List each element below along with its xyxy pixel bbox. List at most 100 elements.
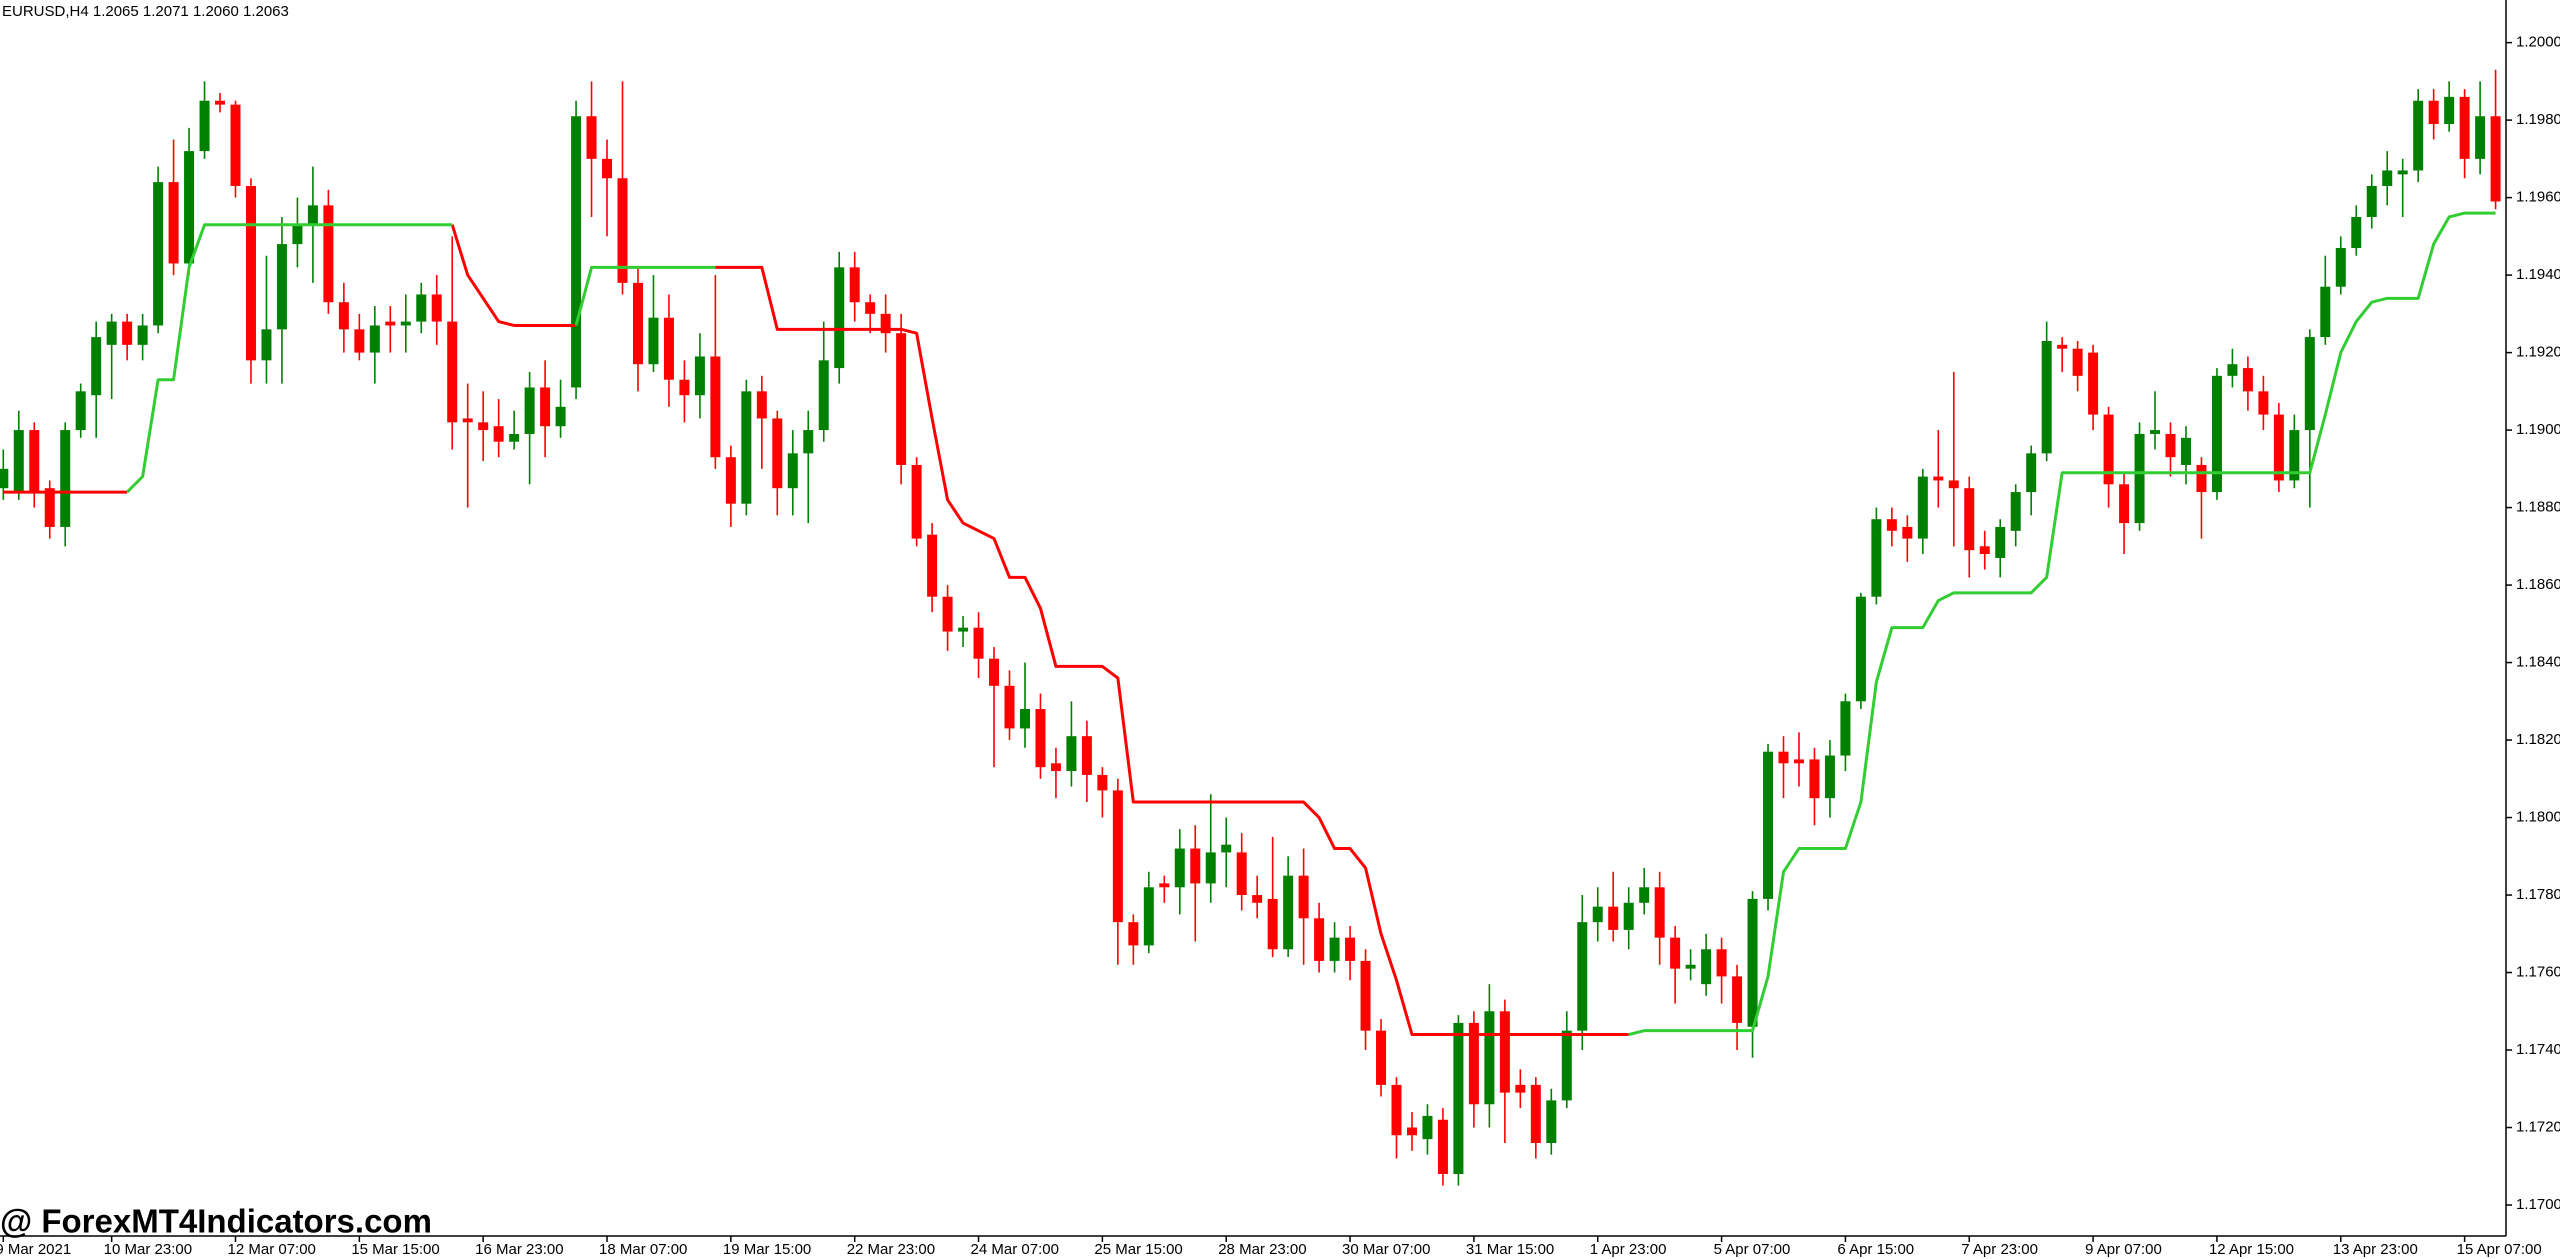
candle-body <box>1577 922 1588 1031</box>
candle-body <box>2273 414 2284 481</box>
candle-body <box>369 325 380 353</box>
candle-body <box>663 317 674 380</box>
candle-body <box>2397 170 2408 175</box>
x-tick-label: 9 Apr 07:00 <box>2085 1241 2162 1258</box>
candle-body <box>632 282 643 365</box>
candle-body <box>431 294 442 322</box>
y-tick-label: 1.1960 <box>2516 189 2560 206</box>
candle-body <box>1081 736 1092 775</box>
watermark: @ ForexMT4Indicators.com <box>0 1203 432 1240</box>
candle-body <box>400 321 411 326</box>
candle-body <box>75 391 86 431</box>
candle-body <box>2103 414 2114 485</box>
candle-body <box>2196 464 2207 493</box>
candle-body <box>927 534 938 597</box>
candle-body <box>694 356 705 396</box>
y-tick-label: 1.1840 <box>2516 654 2560 671</box>
candle-body <box>617 178 628 283</box>
trend-line <box>574 265 716 326</box>
x-tick-label: 10 Mar 23:00 <box>104 1241 192 1258</box>
candle-body <box>2289 430 2300 481</box>
candle-body <box>1004 685 1015 729</box>
candle-body <box>710 356 721 458</box>
x-tick-label: 9 Mar 2021 <box>0 1241 71 1258</box>
candle-body <box>2490 116 2501 202</box>
candle-body <box>1515 1084 1526 1093</box>
candle-body <box>1793 759 1804 764</box>
candle-body <box>942 596 953 632</box>
candle-body <box>245 185 256 361</box>
candle-body <box>1205 852 1216 884</box>
candle-body <box>818 360 829 431</box>
candle-body <box>2351 216 2362 248</box>
candle-body <box>1019 709 1030 729</box>
y-tick-label: 1.1940 <box>2516 266 2560 283</box>
candle-body <box>292 224 303 245</box>
candle-body <box>1871 519 1882 597</box>
candle-body <box>2227 364 2238 376</box>
candle-body <box>2150 430 2161 434</box>
candle-body <box>230 104 241 186</box>
candle-body <box>648 317 659 365</box>
candle-body <box>1809 759 1820 799</box>
candle-body <box>1314 918 1325 961</box>
candle-body <box>1948 480 1959 489</box>
trend-line <box>1628 211 2496 1036</box>
candle-body <box>1546 1100 1557 1144</box>
candle-body <box>2475 116 2486 159</box>
candle-body <box>44 488 55 527</box>
y-tick-label: 1.1720 <box>2516 1118 2560 1135</box>
candle-body <box>509 433 520 442</box>
candle-body <box>1933 476 1944 481</box>
candle-body <box>1763 751 1774 899</box>
candle-body <box>2444 96 2455 124</box>
candle-body <box>478 422 489 431</box>
candle-body <box>13 430 24 493</box>
y-tick-label: 1.1760 <box>2516 963 2560 980</box>
candle-body <box>1917 476 1928 539</box>
candle-body <box>989 658 1000 686</box>
candle-body <box>462 418 473 423</box>
candle-body <box>1283 875 1294 950</box>
candle-body <box>2242 368 2253 392</box>
candle-body <box>679 379 690 396</box>
candle-body <box>1964 488 1975 551</box>
candle-body <box>1190 848 1201 884</box>
candle-body <box>1670 937 1681 969</box>
candle-body <box>137 325 148 345</box>
candle-body <box>1252 895 1263 903</box>
candle-body <box>1747 898 1758 1027</box>
candle-body <box>1824 755 1835 799</box>
candle-body <box>447 321 458 423</box>
candle-body <box>1608 906 1619 930</box>
candle-body <box>1159 883 1170 888</box>
candle-body <box>1639 887 1650 903</box>
candle-body <box>1499 1011 1510 1093</box>
candle-body <box>2304 337 2315 431</box>
x-tick-label: 1 Apr 23:00 <box>1590 1241 1667 1258</box>
candle-body <box>307 205 318 225</box>
candle-body <box>0 468 9 489</box>
candle-body <box>1592 906 1603 923</box>
y-tick-label: 1.1800 <box>2516 809 2560 826</box>
candle-body <box>2026 453 2037 493</box>
candle-body <box>1561 1030 1572 1101</box>
candle-body <box>555 406 566 427</box>
candle-body <box>803 430 814 454</box>
y-tick-label: 1.1700 <box>2516 1196 2560 1213</box>
candle-body <box>524 387 535 434</box>
candle-body <box>1329 937 1340 961</box>
candle-body <box>1530 1084 1541 1144</box>
candle-body <box>834 267 845 369</box>
x-tick-label: 15 Mar 15:00 <box>351 1241 439 1258</box>
candle-body <box>338 302 349 330</box>
candle-body <box>91 337 102 396</box>
candle-body <box>1840 701 1851 756</box>
y-tick-label: 1.1820 <box>2516 731 2560 748</box>
x-tick-label: 19 Mar 15:00 <box>723 1241 811 1258</box>
x-tick-label: 31 Mar 15:00 <box>1466 1241 1554 1258</box>
candle-body <box>1066 736 1077 772</box>
candle-body <box>865 302 876 314</box>
candle-body <box>1886 519 1897 531</box>
candle-body <box>571 116 582 388</box>
